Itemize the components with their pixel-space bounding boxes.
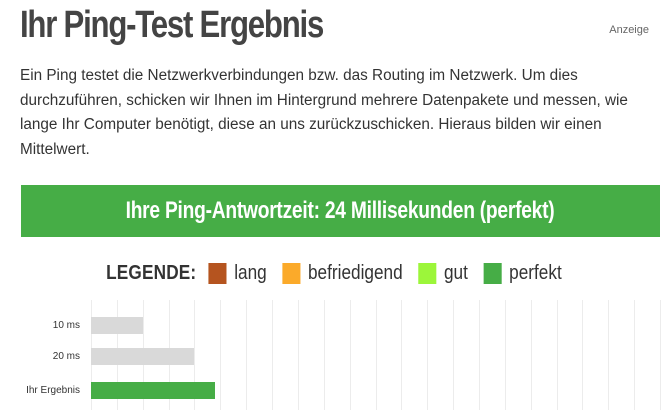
result-text: Ihre Ping-Antwortzeit: 24 Millisekunden … xyxy=(126,197,555,224)
chart-gridline xyxy=(556,300,558,410)
chart-gridline xyxy=(297,300,299,410)
chart-gridline xyxy=(375,300,377,410)
chart-gridline xyxy=(194,300,196,410)
chart-gridline xyxy=(349,300,351,410)
legend-swatch-befriedigend xyxy=(281,262,300,284)
legend-inner: LEGENDE: lang befriedigend gut perfekt xyxy=(106,262,562,285)
legend: LEGENDE: lang befriedigend gut perfekt xyxy=(0,258,667,288)
chart-gridline xyxy=(272,300,274,410)
chart-gridline xyxy=(660,300,661,410)
legend-item-perfekt: perfekt xyxy=(482,261,562,285)
chart-gridline xyxy=(530,300,532,410)
chart-bar xyxy=(91,382,216,399)
legend-item-gut: gut xyxy=(417,261,468,285)
chart-category-label: 20 ms xyxy=(52,351,80,362)
chart-gridline xyxy=(478,300,480,410)
legend-swatch-lang xyxy=(207,262,227,284)
legend-label-gut: gut xyxy=(443,261,468,284)
legend-label-lang: lang xyxy=(233,261,267,284)
chart-gridline xyxy=(427,300,429,410)
legend-swatch-gut xyxy=(417,262,436,284)
ad-label: Anzeige xyxy=(609,24,649,36)
chart-category-label: Ihr Ergebnis xyxy=(26,385,80,396)
chart-gridline xyxy=(401,300,403,410)
legend-item-lang: lang xyxy=(207,261,267,285)
intro-paragraph: Ein Ping testet die Netzwerkverbindungen… xyxy=(20,67,628,158)
chart-gridline xyxy=(246,300,248,410)
chart-bar xyxy=(91,348,195,365)
legend-item-befriedigend: befriedigend xyxy=(281,261,403,285)
legend-label-befriedigend: befriedigend xyxy=(307,261,403,284)
chart-gridline xyxy=(504,300,506,410)
legend-title: LEGENDE: xyxy=(105,261,196,284)
legend-swatch-perfekt xyxy=(482,262,501,284)
chart-gridline xyxy=(608,300,610,410)
chart-gridline xyxy=(634,300,636,410)
result-banner: Ihre Ping-Antwortzeit: 24 Millisekunden … xyxy=(21,185,660,237)
chart-gridline xyxy=(220,300,222,410)
chart-category-label: 10 ms xyxy=(52,320,80,331)
chart-gridline xyxy=(453,300,455,410)
chart-bar xyxy=(91,317,143,334)
legend-label-perfekt: perfekt xyxy=(508,261,562,284)
ping-chart: 10 ms 20 ms Ihr Ergebnis xyxy=(0,300,667,410)
chart-gridline xyxy=(582,300,584,410)
chart-gridline xyxy=(323,300,325,410)
page-title: Ihr Ping-Test Ergebnis xyxy=(20,4,324,46)
